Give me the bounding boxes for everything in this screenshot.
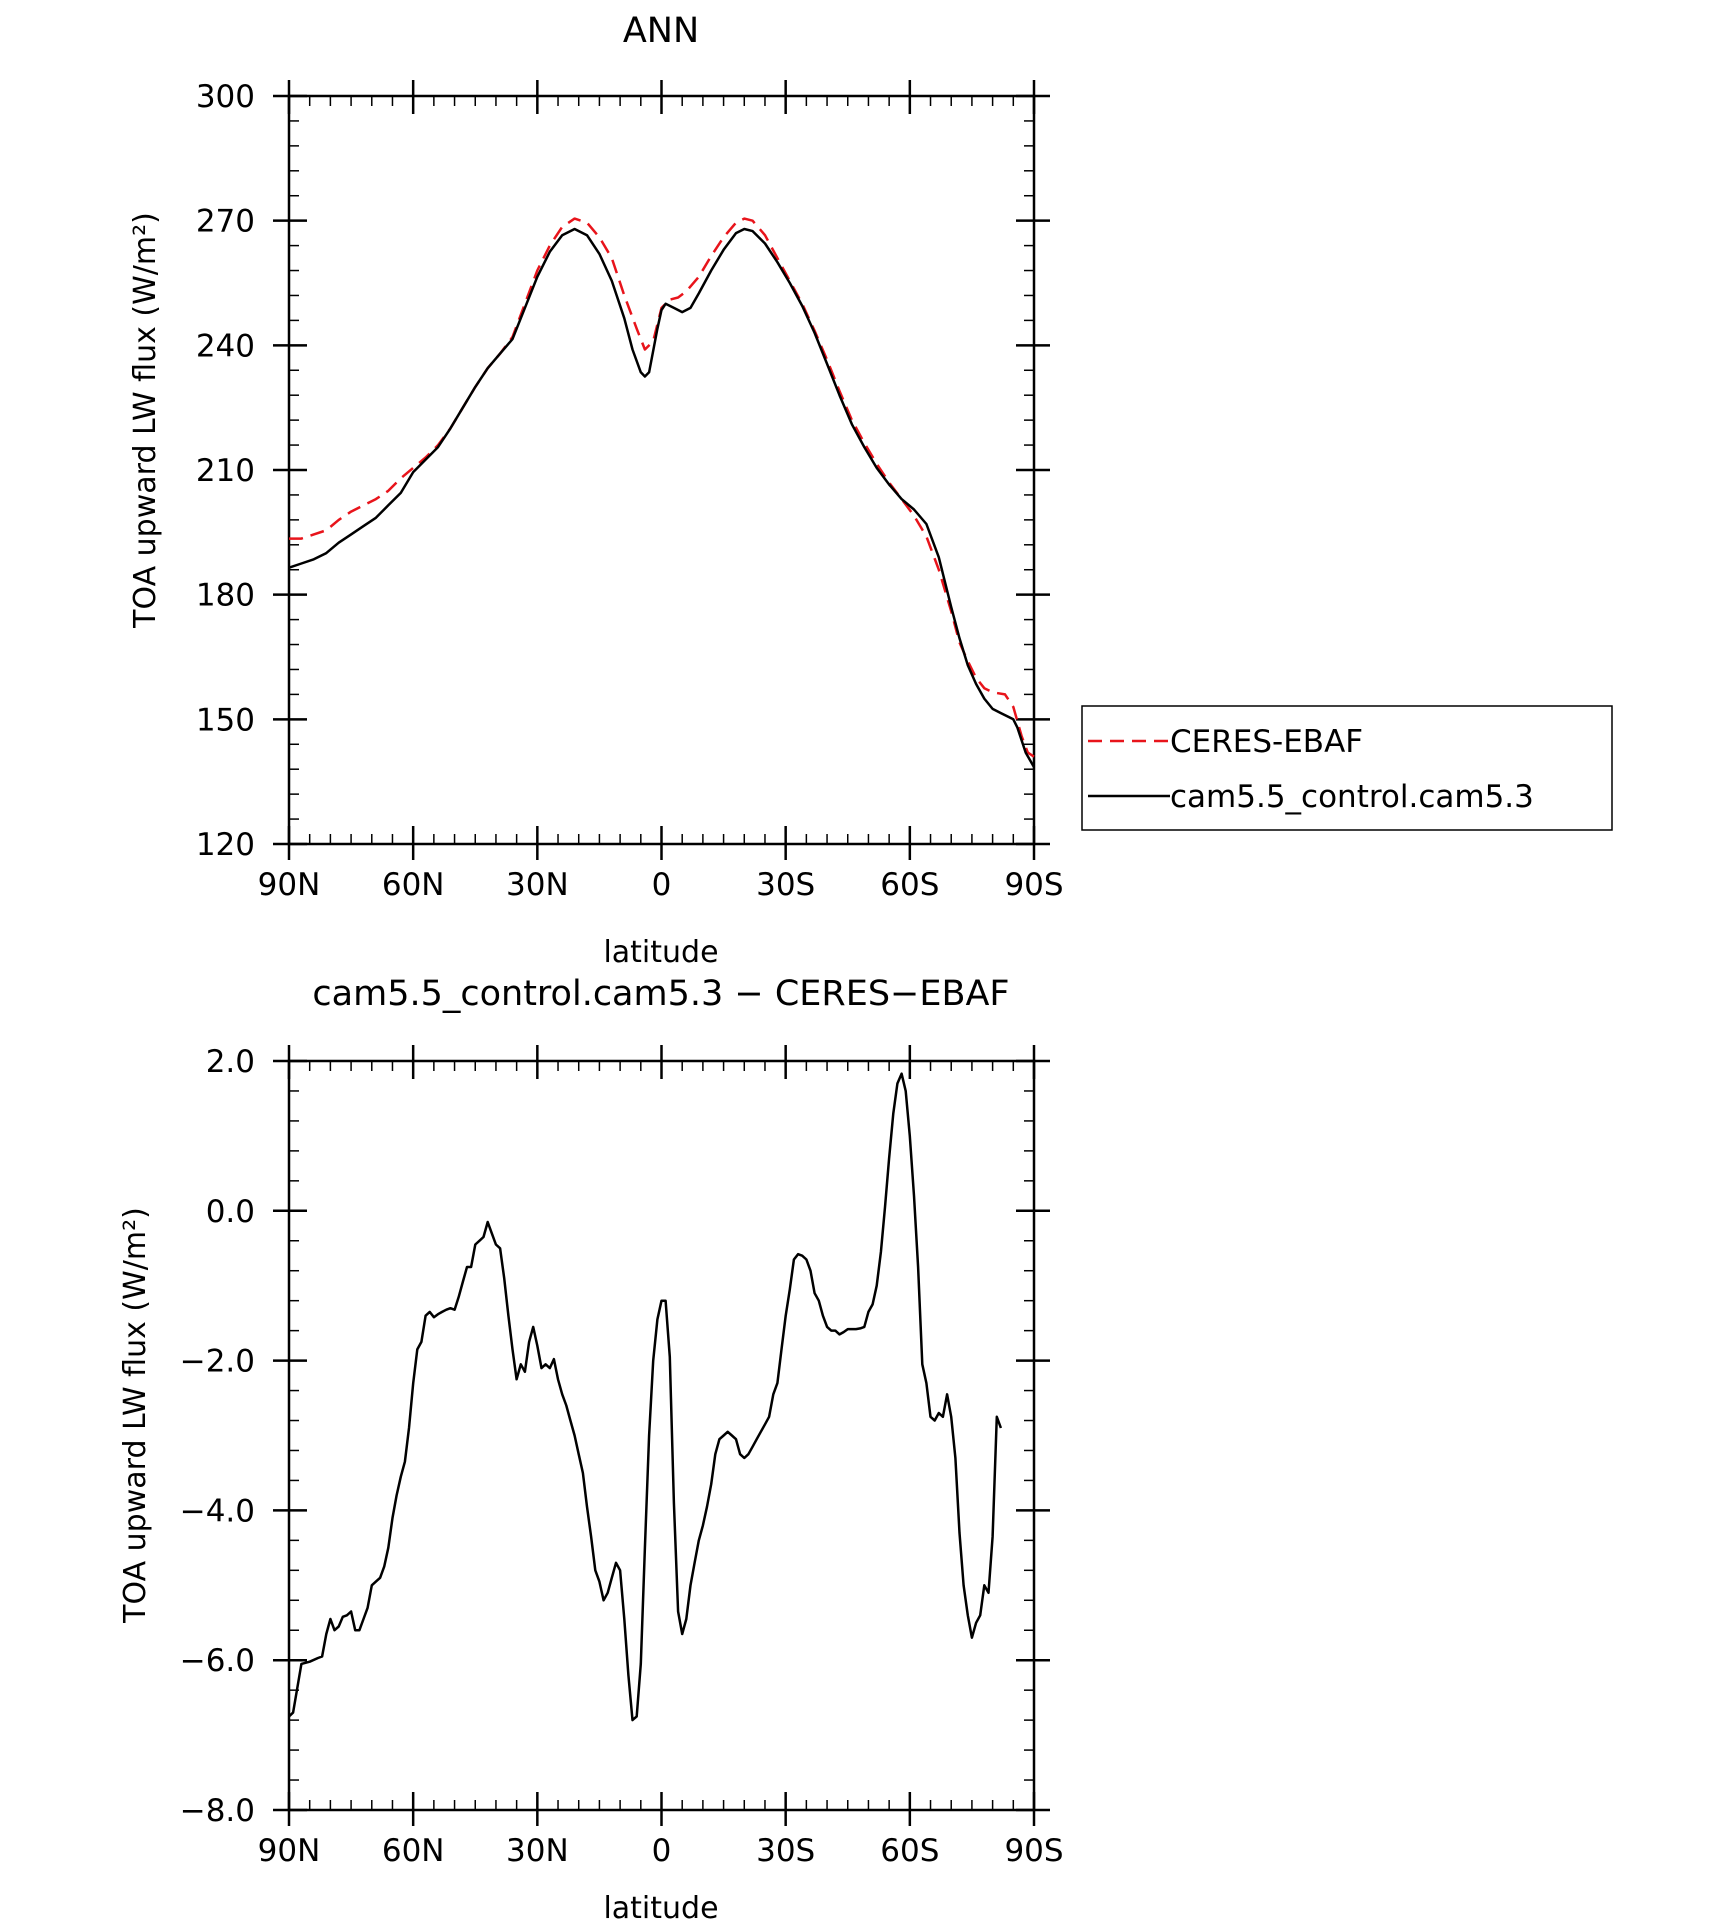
chart-title: cam5.5_control.cam5.3 − CERES−EBAF bbox=[312, 974, 1009, 1014]
plot-area: 90N 60N 30N 0 30S 60S 90S 120 150 180 210 240 270 300 bbox=[196, 79, 1064, 903]
plot-area: 90N 60N 30N 0 30S 60S 90S −8.0 −6.0 −4.0 −2.0 0.0 2.… bbox=[180, 1044, 1064, 1869]
x-tick-label: 60N bbox=[382, 867, 445, 903]
legend-box bbox=[1081, 705, 1613, 831]
x-tick-label: 60S bbox=[880, 867, 939, 903]
legend-label-cam5: cam5.5_control.cam5.3 bbox=[1170, 779, 1534, 815]
y-tick-label: 240 bbox=[196, 328, 255, 364]
y-tick-label: −4.0 bbox=[180, 1493, 255, 1529]
x-tick-label: 60N bbox=[382, 1833, 445, 1869]
x-tick-label: 0 bbox=[652, 1833, 672, 1869]
y-axis-label: TOA upward LW flux (W/m²) bbox=[118, 1207, 153, 1624]
y-axis-label: TOA upward LW flux (W/m²) bbox=[128, 212, 163, 629]
plot-frame bbox=[287, 1059, 1036, 1812]
legend: CERES-EBAF cam5.5_control.cam5.3 bbox=[1081, 705, 1613, 831]
y-tick-label: 270 bbox=[196, 204, 255, 240]
legend-label-ceres-ebaf: CERES-EBAF bbox=[1170, 724, 1363, 760]
y-tick-label: 2.0 bbox=[206, 1044, 255, 1080]
series-line-ceres-ebaf bbox=[289, 217, 1035, 758]
panel-difference: cam5.5_control.cam5.3 − CERES−EBAF 90N 60… bbox=[118, 974, 1064, 1922]
y-tick-label: 300 bbox=[196, 79, 255, 115]
x-tick-label: 90S bbox=[1004, 1833, 1063, 1869]
x-tick-label: 90N bbox=[258, 1833, 321, 1869]
x-tick-label: 30S bbox=[756, 1833, 815, 1869]
x-axis-label: latitude bbox=[603, 1891, 718, 1922]
y-tick-label: −6.0 bbox=[180, 1643, 255, 1679]
y-tick-label: 210 bbox=[196, 453, 255, 489]
y-tick-label: 120 bbox=[196, 827, 255, 863]
x-tick-label: 30S bbox=[756, 867, 815, 903]
plot-frame bbox=[287, 94, 1036, 846]
y-tick-label: −8.0 bbox=[180, 1793, 255, 1829]
x-axis-label: latitude bbox=[603, 935, 718, 970]
y-tick-label: 0.0 bbox=[206, 1194, 255, 1230]
series-line-cam5-5-control-cam5-3 bbox=[288, 227, 1036, 768]
chart-title: ANN bbox=[623, 11, 699, 51]
x-tick-label: 90S bbox=[1004, 867, 1063, 903]
y-tick-label: −2.0 bbox=[180, 1344, 255, 1380]
x-tick-label: 60S bbox=[880, 1833, 939, 1869]
y-tick-label: 180 bbox=[196, 578, 255, 614]
panel-ann: ANN 90N 60N 30N 0 30S 60S 90S 120 150 180 210 240 27… bbox=[128, 11, 1613, 970]
x-tick-label: 90N bbox=[258, 867, 321, 903]
x-tick-label: 0 bbox=[652, 867, 672, 903]
x-tick-label: 30N bbox=[506, 867, 569, 903]
x-tick-label: 30N bbox=[506, 1833, 569, 1869]
series-line-difference bbox=[288, 1072, 1003, 1722]
y-tick-label: 150 bbox=[196, 702, 255, 738]
